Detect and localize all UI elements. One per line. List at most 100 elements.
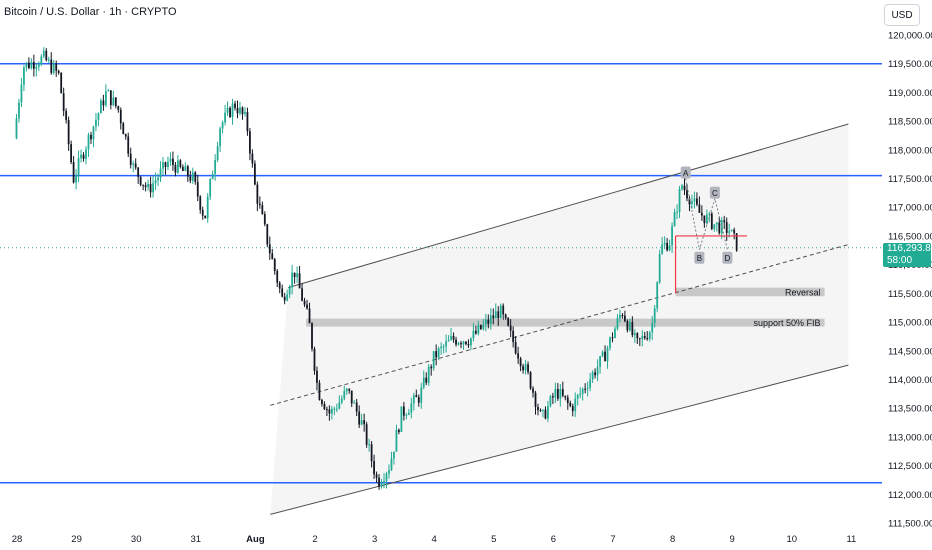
pattern-point-label-d: D <box>725 254 731 263</box>
candle-body <box>249 131 251 154</box>
candle-body <box>211 173 214 180</box>
candle-body <box>268 244 271 254</box>
candle-body <box>648 332 651 339</box>
candle-body <box>636 333 639 339</box>
candle-body <box>360 420 363 425</box>
candle-body <box>663 242 666 245</box>
candle-body <box>390 458 393 471</box>
candle-body <box>487 319 490 324</box>
candle-body <box>167 161 169 167</box>
candle-body <box>638 338 641 340</box>
candle-body <box>457 343 460 345</box>
candle-body <box>735 233 738 251</box>
candle-body <box>164 162 167 167</box>
candle-body <box>328 409 331 414</box>
candle-body <box>420 387 423 403</box>
candle-body <box>355 402 358 412</box>
candle-body <box>482 324 485 330</box>
candle-body <box>246 112 249 132</box>
candle-body <box>57 70 60 73</box>
candle-body <box>134 163 137 168</box>
candle-body <box>50 59 53 73</box>
candle-body <box>375 474 378 478</box>
candle-body <box>335 408 338 410</box>
annotations-layer: Reversal support 50% FIB A B C D <box>674 166 821 328</box>
candle-body <box>556 388 559 399</box>
candle-body <box>107 90 110 92</box>
price-tick-label: 117,000.00 <box>888 203 932 214</box>
candle-body <box>432 351 435 369</box>
pattern-point-badge-b <box>694 251 705 264</box>
candle-body <box>710 213 713 229</box>
time-tick-label: 9 <box>730 534 735 545</box>
candle-body <box>90 134 92 140</box>
candle-body <box>124 134 127 137</box>
time-tick-label: 6 <box>551 534 556 545</box>
time-tick-label: 7 <box>610 534 615 545</box>
candle-body <box>614 328 616 338</box>
candle-body <box>681 185 683 190</box>
candle-body <box>373 461 375 475</box>
candle-body <box>475 330 477 334</box>
candle-body <box>25 62 28 68</box>
candle-body <box>676 211 678 213</box>
candle-body <box>604 351 606 362</box>
candle-body <box>278 282 281 289</box>
candle-body <box>445 341 447 347</box>
candle-body <box>127 136 130 154</box>
candle-body <box>641 336 644 339</box>
candle-body <box>122 123 125 135</box>
candle-body <box>132 163 135 165</box>
candle-body <box>311 323 313 349</box>
candle-body <box>537 406 539 411</box>
candle-body <box>117 106 120 110</box>
currency-button[interactable]: USD <box>884 4 920 26</box>
candle-body <box>450 335 452 340</box>
candle-body <box>673 212 676 227</box>
candle-body <box>296 273 298 278</box>
candle-body <box>52 63 55 73</box>
candle-body <box>407 412 410 415</box>
candle-body <box>447 339 450 342</box>
candle-body <box>313 348 316 371</box>
candle-body <box>283 296 286 301</box>
candle-body <box>298 273 301 289</box>
candle-body <box>204 215 207 219</box>
candle-body <box>651 323 654 333</box>
candle-body <box>85 149 87 159</box>
candle-body <box>47 59 50 61</box>
price-tick-label: 120,000.00 <box>888 31 932 42</box>
candle-body <box>112 97 115 106</box>
candle-body <box>385 473 388 481</box>
candle-body <box>700 212 703 216</box>
candle-body <box>554 388 557 398</box>
candle-body <box>698 204 701 213</box>
candle-body <box>499 305 502 319</box>
candle-body <box>172 158 174 166</box>
candle-body <box>703 215 706 224</box>
candle-body <box>507 318 510 326</box>
candle-body <box>504 314 507 319</box>
candle-body <box>87 134 90 150</box>
candle-body <box>97 113 100 120</box>
candle-body <box>653 308 656 324</box>
candle-body <box>139 176 142 185</box>
price-tick-label: 118,000.00 <box>888 145 932 156</box>
candle-body <box>293 272 296 278</box>
candle-body <box>467 344 470 346</box>
candle-body <box>15 118 18 139</box>
candle-body <box>489 315 492 324</box>
candle-body <box>129 153 132 165</box>
time-tick-label: 4 <box>432 534 437 545</box>
candle-body <box>201 209 204 216</box>
candle-body <box>422 377 425 388</box>
candle-body <box>631 322 634 336</box>
candle-body <box>576 394 579 399</box>
channel-mid-line <box>270 244 849 406</box>
candle-body <box>728 231 731 233</box>
candle-body <box>276 270 279 283</box>
candle-body <box>179 160 182 167</box>
candle-body <box>455 339 457 345</box>
candle-body <box>715 222 718 225</box>
